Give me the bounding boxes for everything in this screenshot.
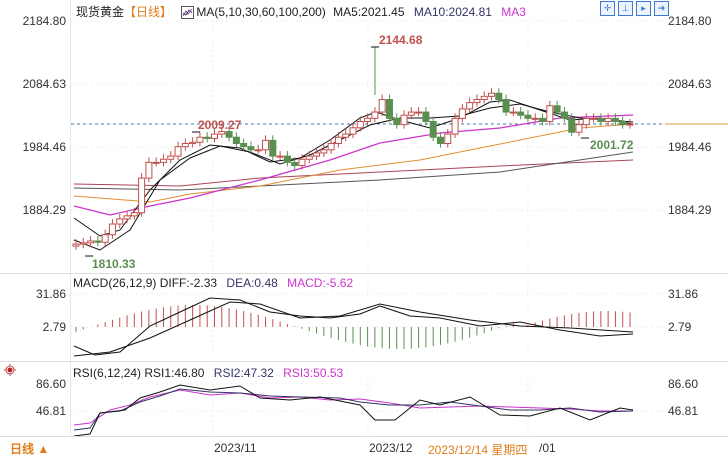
macd-tick-right: 2.79 (668, 320, 692, 334)
date-tick: 2023/12 (369, 441, 413, 455)
price-tick-left: 1884.29 (22, 203, 66, 217)
macd-label: MACD(26,12,9) (73, 276, 157, 290)
price-tick-right: 1984.46 (668, 140, 712, 154)
axis-divider (70, 0, 71, 436)
price-tick-right: 2184.80 (668, 14, 712, 28)
pane-divider (0, 273, 728, 274)
macd-diff: DIFF:-2.33 (159, 276, 218, 290)
price-tick-right: 1884.29 (668, 203, 712, 217)
period-selector-button[interactable]: 日线 ▲ (10, 442, 50, 456)
scroll-end-icon[interactable]: ➜ (654, 1, 669, 16)
macd-header: MACD(26,12,9) DIFF:-2.33 DEA:0.48 MACD:-… (73, 276, 353, 290)
low-price-annotation: 1810.33 (92, 257, 136, 271)
macd-dea: DEA:0.48 (226, 276, 278, 290)
rsi-tick-right: 86.60 (668, 377, 699, 391)
period-label: 【日线】 (124, 5, 173, 19)
indicator-settings-icon[interactable] (4, 364, 16, 376)
rsi3-value: RSI3:50.53 (283, 366, 344, 380)
high-price-annotation: 2144.68 (379, 33, 423, 47)
rsi-tick-left: 46.81 (35, 404, 66, 418)
rsi-header: RSI(6,12,24) RSI1:46.80 RSI2:47.32 RSI3:… (73, 366, 343, 380)
date-tick: /01 (539, 441, 556, 455)
local-low-annotation: 2001.72 (590, 138, 634, 152)
instrument-name: 现货黄金 (76, 5, 125, 19)
ma5-value: MA5:2021.45 (333, 5, 405, 19)
price-tick-right: 2084.63 (668, 77, 712, 91)
zoom-in-icon[interactable]: ⊥ (618, 1, 633, 16)
price-tick-left: 1984.46 (22, 140, 66, 154)
date-tick: 2023/11 (214, 441, 257, 455)
crosshair-icon[interactable]: ✛ (600, 1, 615, 16)
macd-tick-left: 2.79 (42, 320, 66, 334)
price-tick-left: 2084.63 (22, 77, 66, 91)
price-tick-left: 2184.80 (22, 14, 66, 28)
time-axis: 日线 ▲ 2023/11 2023/12 2023/12/14 星期四 /01 (0, 436, 728, 458)
cursor-date: 2023/12/14 星期四 (428, 443, 528, 457)
rsi1-value: RSI1:46.80 (144, 366, 205, 380)
macd-tick-right: 31.86 (668, 287, 699, 301)
rsi-label: RSI(6,12,24) (73, 366, 142, 380)
ma10-value: MA10:2024.81 (413, 5, 492, 19)
pane-divider (0, 361, 728, 362)
rsi2-value: RSI2:47.32 (213, 366, 274, 380)
rsi-tick-right: 46.81 (668, 404, 699, 418)
macd-tick-left: 31.86 (35, 287, 66, 301)
macd-value: MACD:-5.62 (287, 276, 354, 290)
chart-canvas[interactable] (71, 0, 728, 436)
chart-header: 现货黄金【日线】 MA(5,10,30,60,100,200) MA5:2021… (76, 3, 526, 20)
ma-params: MA(5,10,30,60,100,200) (196, 5, 326, 19)
ma3-value: MA3 (501, 5, 526, 19)
chart-toolbar: ✛ ⊥ ▸ ➜ (600, 1, 669, 16)
rsi-tick-left: 86.60 (35, 377, 66, 391)
ma-settings-icon[interactable] (181, 6, 195, 19)
local-high-annotation: 2009.27 (198, 118, 242, 132)
step-forward-icon[interactable]: ▸ (636, 1, 651, 16)
